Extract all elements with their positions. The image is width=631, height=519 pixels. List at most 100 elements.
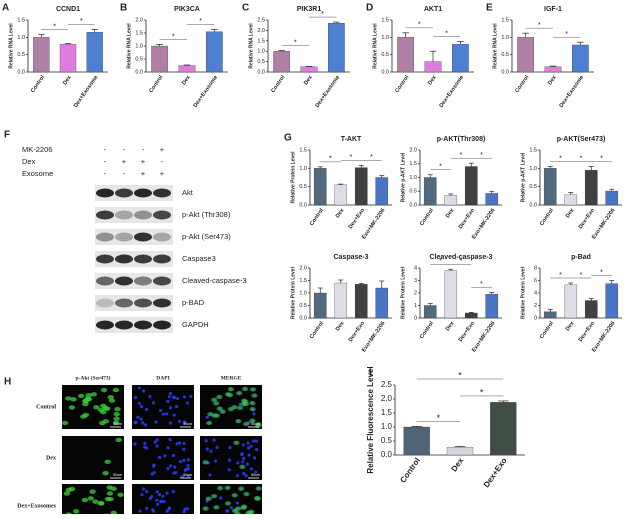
x-tick-label: Dex+Exosome <box>73 75 100 109</box>
y-tick-label: 1.0 <box>299 290 307 296</box>
nucleus <box>152 509 155 512</box>
stain <box>250 387 256 391</box>
bar <box>517 37 533 72</box>
bar <box>452 44 468 72</box>
significance-star: * <box>321 11 324 18</box>
y-tick-label: 0.5 <box>381 52 389 58</box>
significance-star: * <box>460 258 463 265</box>
x-tick-label: Dex <box>62 74 73 86</box>
y-tick-label: 2 <box>414 290 417 296</box>
chart-title: p-AKT(Ser473) <box>557 136 606 143</box>
bar <box>606 191 618 205</box>
y-tick-label: 0.5 <box>381 436 393 445</box>
y-tick-label: 0.0 <box>409 202 417 208</box>
stain <box>242 400 248 404</box>
y-tick-label: 2.0 <box>135 17 143 23</box>
chart-title: IGF-1 <box>544 6 562 13</box>
nucleus <box>253 456 256 459</box>
nucleus <box>134 396 137 399</box>
significance-star: * <box>80 18 83 25</box>
stain <box>82 402 88 406</box>
y-tick-label: 4 <box>534 290 537 296</box>
band-label: p-Akt (Thr308) <box>182 210 231 219</box>
nucleus <box>241 452 244 455</box>
significance-star: * <box>445 30 448 37</box>
nucleus <box>145 408 148 411</box>
y-tick-label: 6 <box>534 278 537 284</box>
x-tick-label: Dex <box>445 320 456 332</box>
panel-label: G <box>284 133 292 144</box>
scale-label: 50um <box>183 422 192 426</box>
stain <box>93 405 99 409</box>
stain <box>82 498 88 502</box>
nucleus <box>252 439 255 442</box>
stain <box>225 392 231 396</box>
y-axis-label: Relative Protein Level <box>520 266 526 319</box>
nucleus <box>159 409 162 412</box>
x-tick-label: Control <box>309 207 325 227</box>
x-tick-label: Dex <box>547 74 558 86</box>
nucleus <box>255 448 258 451</box>
x-tick-label: Dex+Exo <box>578 207 597 230</box>
panel-label: D <box>366 3 373 14</box>
y-axis-label: Relative RNA Level <box>372 23 378 69</box>
nucleus <box>168 395 171 398</box>
stain <box>73 509 79 513</box>
significance-star: * <box>329 156 332 163</box>
blot-band <box>134 211 152 220</box>
bar <box>335 185 347 205</box>
nucleus <box>133 442 136 445</box>
bar <box>565 285 577 318</box>
stain <box>243 422 249 426</box>
nucleus <box>169 392 172 395</box>
blot-band <box>96 321 114 330</box>
nucleus <box>140 493 143 496</box>
stain <box>231 405 237 409</box>
nucleus <box>149 497 152 500</box>
condition-label: MK-2206 <box>22 145 52 154</box>
stain <box>254 496 260 500</box>
significance-star: * <box>580 155 583 162</box>
significance-star: * <box>294 39 297 46</box>
bar <box>545 67 561 72</box>
column-header: DAPI <box>156 375 169 381</box>
blot-band <box>115 189 133 198</box>
scale-label: 50um <box>113 473 122 477</box>
nucleus <box>246 441 249 444</box>
stain <box>202 506 208 510</box>
scale-label: 50um <box>251 473 260 477</box>
y-tick-label: 0.0 <box>135 69 143 75</box>
significance-star: * <box>565 31 568 38</box>
nucleus <box>143 445 146 448</box>
nucleus <box>172 490 175 493</box>
bar <box>335 283 347 318</box>
y-tick-label: 1.0 <box>299 166 307 172</box>
bar <box>465 167 477 206</box>
chart-title: p-Bad <box>571 254 591 261</box>
nucleus <box>226 509 229 512</box>
nucleus <box>183 507 186 510</box>
y-tick-label: 2 <box>534 303 537 309</box>
y-tick-label: 1.0 <box>257 49 265 55</box>
panel-label: E <box>486 3 493 14</box>
nucleus <box>168 438 171 441</box>
y-tick-label: 0.0 <box>299 315 307 321</box>
nucleus <box>242 443 245 446</box>
bar <box>301 67 317 72</box>
significance-star: * <box>172 33 175 40</box>
nucleus <box>236 474 239 477</box>
stain <box>248 510 254 514</box>
band-label: GAPDH <box>182 320 209 329</box>
bar <box>424 306 436 319</box>
significance-star: * <box>439 164 442 171</box>
stain <box>241 504 247 508</box>
band-label: Cleaved-caspase-3 <box>182 276 247 285</box>
stain <box>235 419 241 423</box>
blot-band <box>115 321 133 330</box>
nucleus <box>187 458 190 461</box>
x-tick-label: Control <box>539 320 555 340</box>
stain <box>217 406 223 410</box>
y-tick-label: 0.5 <box>299 303 307 309</box>
nucleus <box>219 496 222 499</box>
